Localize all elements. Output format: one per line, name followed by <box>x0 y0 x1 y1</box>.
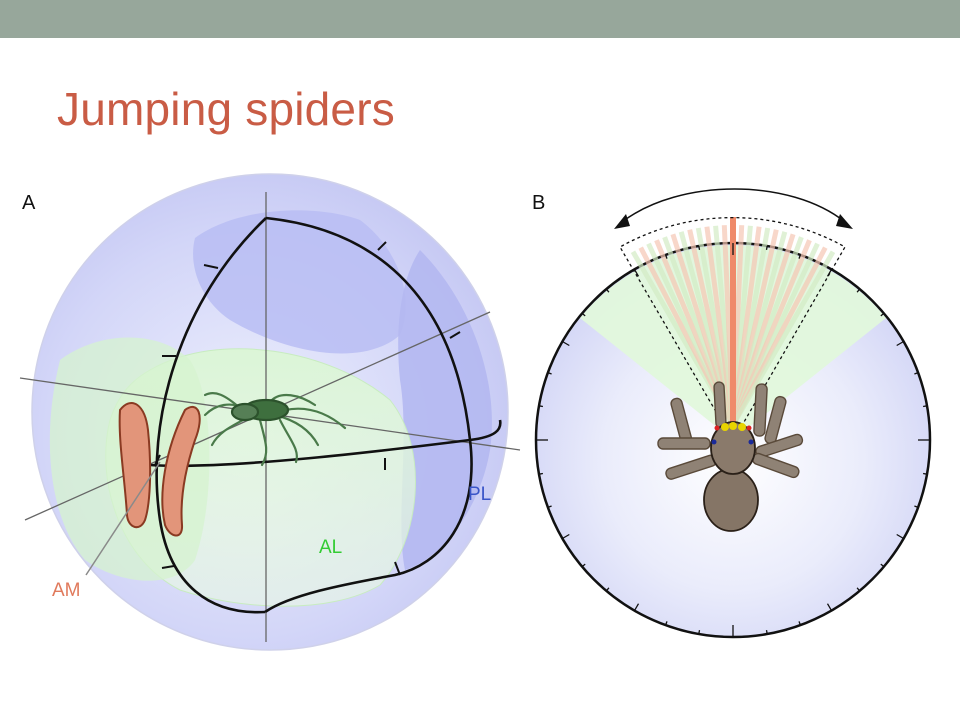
disc-tick <box>914 371 919 375</box>
region-label-al: AL <box>319 537 342 558</box>
disc-tick <box>826 269 833 277</box>
disc-tick <box>547 371 552 375</box>
disc-tick <box>581 312 586 317</box>
am-retinas <box>118 402 201 537</box>
disc-tick <box>698 245 701 251</box>
panel-b-diagram <box>534 188 932 639</box>
disc-tick <box>765 629 768 635</box>
scan-arrow <box>614 188 853 229</box>
disc-tick <box>798 621 802 626</box>
disc-tick <box>914 505 919 509</box>
disc-tick <box>538 405 544 408</box>
slide-title: Jumping spiders <box>57 83 395 135</box>
disc-tick <box>538 472 544 475</box>
disc-tick <box>896 340 904 347</box>
disc-tick <box>856 288 861 293</box>
pl-field-upper <box>193 210 406 354</box>
disc-tick <box>581 563 586 568</box>
spider-b <box>657 381 804 532</box>
disc-tick <box>605 288 610 293</box>
region-label-am: AM <box>52 580 81 601</box>
disc-tick <box>765 245 768 251</box>
top-bar <box>0 0 960 38</box>
disc-tick <box>880 312 885 317</box>
tick-marks <box>154 241 461 576</box>
disc-tick <box>856 587 861 592</box>
disc-tick <box>664 621 668 626</box>
disc-tick <box>826 603 833 611</box>
scan-ray <box>730 250 836 427</box>
panel-a-label: A <box>22 192 36 214</box>
am-scan-outline <box>619 217 846 423</box>
panel-a-diagram: AM AL PL <box>19 173 521 651</box>
region-label-pl: PL <box>468 484 491 505</box>
disc-tick <box>698 629 701 635</box>
disc-tick <box>605 587 610 592</box>
disc-tick <box>896 533 904 540</box>
disc-tick-marks <box>536 243 930 637</box>
disc-tick <box>547 505 552 509</box>
disc-tick <box>562 340 570 347</box>
spider-a <box>203 391 347 467</box>
disc-tick <box>922 405 928 408</box>
disc-tick <box>880 563 885 568</box>
great-circles <box>149 216 502 614</box>
disc-tick <box>922 472 928 475</box>
disc-tick <box>633 269 640 277</box>
panel-b-label: B <box>532 192 546 214</box>
disc-tick <box>562 533 570 540</box>
disc-tick <box>798 254 802 259</box>
disc-tick <box>633 603 640 611</box>
disc-tick <box>664 254 668 259</box>
am-pointer <box>85 461 161 576</box>
